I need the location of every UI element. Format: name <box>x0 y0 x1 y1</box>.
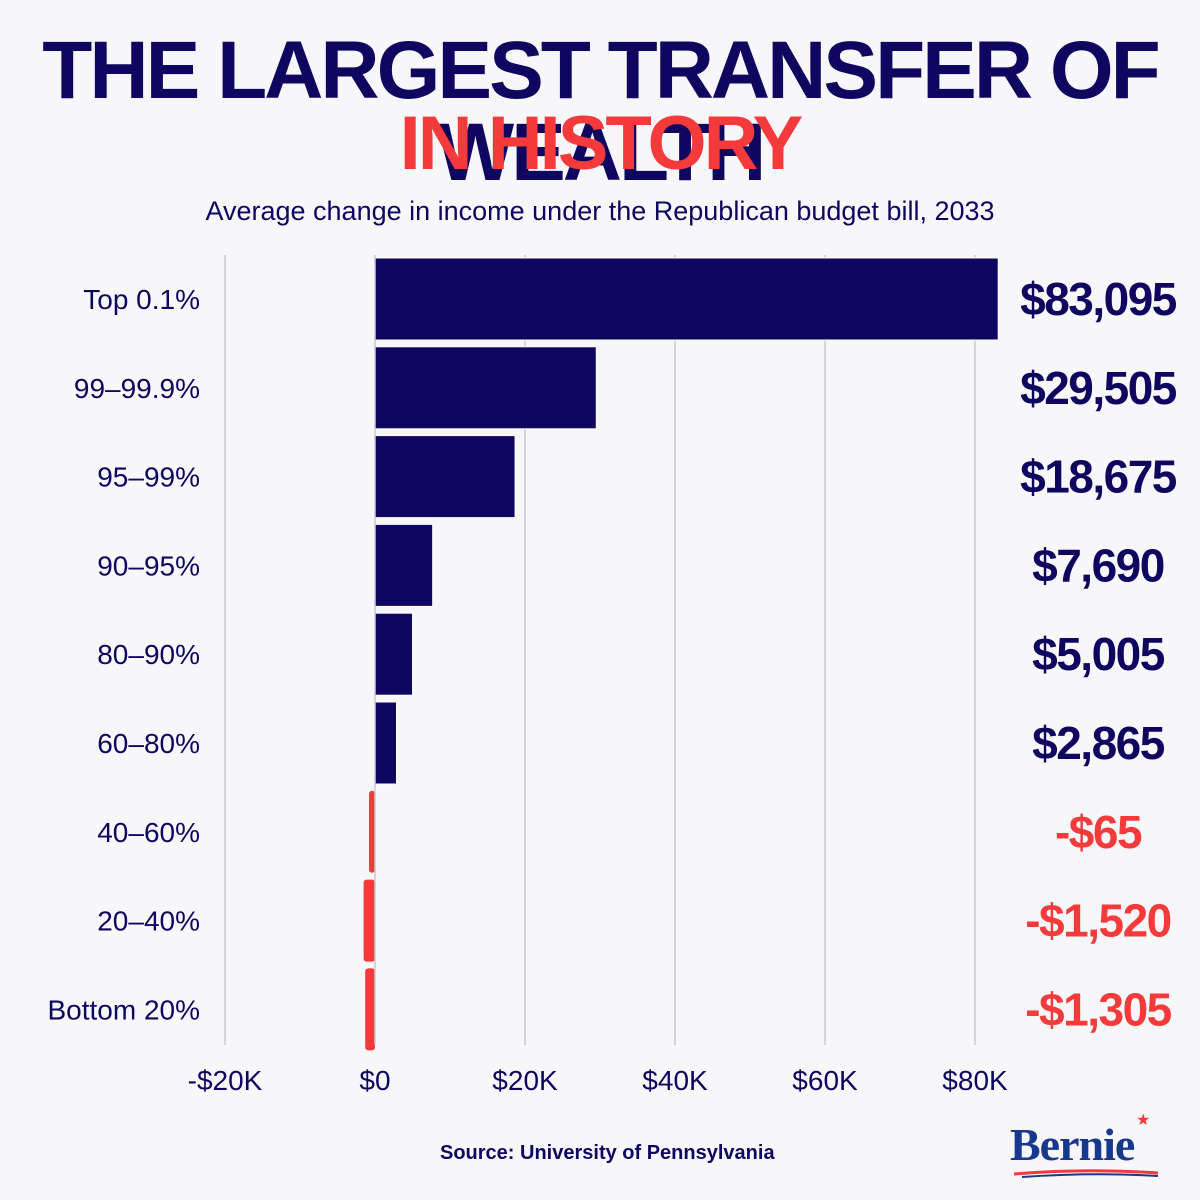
x-tick-label: $40K <box>642 1065 708 1096</box>
bar <box>365 968 375 1051</box>
value-label: $7,690 <box>1032 539 1164 591</box>
value-label: -$65 <box>1055 806 1142 858</box>
bar <box>374 257 999 341</box>
bar <box>369 790 375 873</box>
x-tick-label: -$20K <box>188 1065 263 1096</box>
bar <box>374 612 414 696</box>
bernie-logo: Bernie <box>1010 1119 1135 1170</box>
value-label: $18,675 <box>1020 451 1177 503</box>
bar <box>374 346 597 430</box>
category-label: 40–60% <box>97 817 200 848</box>
x-tick-label: $60K <box>792 1065 858 1096</box>
x-tick-label: $20K <box>492 1065 558 1096</box>
bar <box>374 435 516 519</box>
value-label: $5,005 <box>1032 628 1165 680</box>
logo-underline-icon <box>1013 1169 1159 1178</box>
category-label: 90–95% <box>97 550 200 581</box>
category-label: 20–40% <box>97 906 200 937</box>
value-label: $83,095 <box>1020 273 1177 325</box>
x-tick-label: $0 <box>359 1065 390 1096</box>
bar <box>374 523 434 607</box>
value-label: $29,505 <box>1020 362 1177 414</box>
category-label: Bottom 20% <box>47 994 200 1025</box>
chart-subtitle: Average change in income under the Repub… <box>205 196 995 226</box>
value-label: -$1,305 <box>1025 983 1171 1035</box>
chart-title-line2: IN HISTORY <box>399 101 804 186</box>
bar <box>363 879 375 962</box>
category-label: 99–99.9% <box>74 373 200 404</box>
bar <box>374 701 397 785</box>
star-icon: ★ <box>1136 1112 1151 1129</box>
source-note: Source: University of Pennsylvania <box>440 1142 775 1164</box>
value-label: -$1,520 <box>1025 895 1171 947</box>
category-label: 80–90% <box>97 639 200 670</box>
value-label: $2,865 <box>1032 717 1165 769</box>
x-tick-label: $80K <box>942 1065 1008 1096</box>
chart-title-line1: THE LARGEST TRANSFER OF WEALTH <box>42 25 1160 198</box>
category-label: 60–80% <box>97 728 200 759</box>
category-label: Top 0.1% <box>83 284 200 315</box>
category-label: 95–99% <box>97 462 200 493</box>
bar-chart: -$20K $0 $20K $40K $60K $80K Top 0.1% $83,095 99… <box>47 255 1178 1096</box>
